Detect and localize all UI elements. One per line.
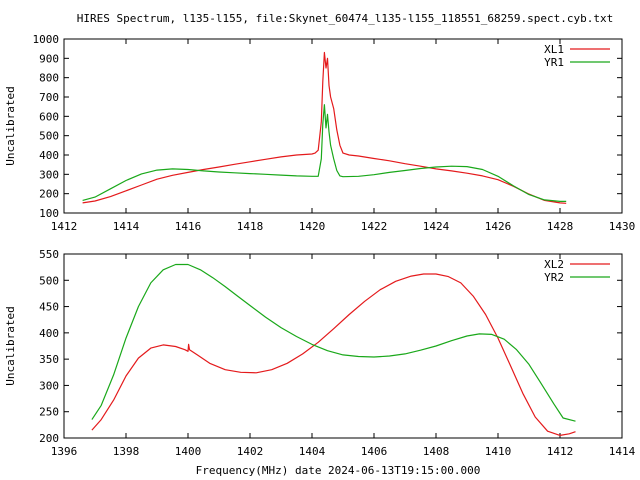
top-x-tick-label: 1422 [361,220,388,233]
bottom-spectrum-chart: 200 250 300 350 400 450 500 550 1396 1398 1400 1402… [4,248,636,458]
top-plot-frame [63,38,623,214]
top-x-tick-label: 1412 [51,220,78,233]
bottom-y-tick-label: 200 [39,432,59,445]
top-y-tick-label: 200 [39,188,59,201]
bottom-legend-label-xl2: XL2 [544,258,564,271]
bottom-x-tick-label: 1402 [237,445,264,458]
top-x-tick-label: 1416 [175,220,202,233]
bottom-y-tick-label: 450 [39,301,59,314]
top-legend-label-xl1: XL1 [544,43,564,56]
top-series-xl1-line [82,51,567,204]
top-x-tick-label: 1426 [485,220,512,233]
top-y-tick-label: 600 [39,110,59,123]
bottom-x-tick-label: 1408 [423,445,450,458]
figure-title: HIRES Spectrum, l135-l155, file:Skynet_6… [77,12,613,25]
bottom-y-tick-label: 300 [39,379,59,392]
bottom-x-tick-label: 1404 [299,445,326,458]
bottom-x-tick-label: 1406 [361,445,388,458]
top-spectrum-chart: 100 200 300 400 500 600 700 800 900 1000 1412 1414 1… [4,33,635,233]
top-y-tick-label: 700 [39,91,59,104]
top-y-tick-label: 800 [39,72,59,85]
top-series-yr1-line [82,104,567,202]
bottom-plot-frame [63,253,623,439]
bottom-series-xl2-line [91,273,576,436]
bottom-y-tick-label: 550 [39,248,59,261]
top-x-tick-label: 1424 [423,220,450,233]
top-y-tick-label: 500 [39,130,59,143]
x-axis-title: Frequency(MHz) date 2024-06-13T19:15:00.… [196,464,481,477]
top-x-tick-label: 1428 [547,220,574,233]
bottom-x-tick-label: 1412 [547,445,574,458]
bottom-x-tick-label: 1414 [609,445,636,458]
bottom-x-tick-label: 1398 [113,445,140,458]
bottom-x-tick-label: 1400 [175,445,202,458]
top-y-tick-label: 1000 [33,33,60,46]
top-y-tick-label: 300 [39,168,59,181]
bottom-series-yr2-line [91,263,576,422]
top-x-tick-label: 1418 [237,220,264,233]
bottom-y-axis-title: Uncalibrated [4,306,17,385]
bottom-y-tick-label: 350 [39,353,59,366]
top-x-tick-label: 1414 [113,220,140,233]
bottom-x-tick-label: 1410 [485,445,512,458]
top-x-tick-label: 1430 [609,220,636,233]
top-legend-label-yr1: YR1 [544,56,564,69]
top-y-axis-title: Uncalibrated [4,86,17,165]
bottom-x-tick-label: 1396 [51,445,78,458]
bottom-y-tick-label: 500 [39,274,59,287]
top-y-tick-label: 400 [39,149,59,162]
bottom-y-tick-label: 400 [39,327,59,340]
bottom-y-tick-label: 250 [39,406,59,419]
top-x-tick-label: 1420 [299,220,326,233]
top-y-tick-label: 100 [39,207,59,220]
bottom-legend-label-yr2: YR2 [544,271,564,284]
top-y-tick-label: 900 [39,52,59,65]
